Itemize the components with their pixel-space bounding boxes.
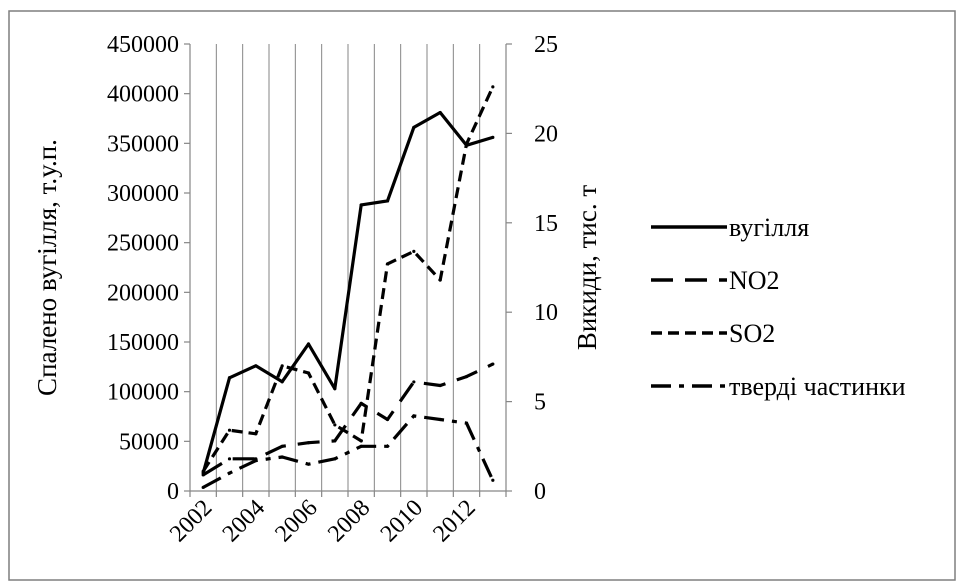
- data-point-тверді частинки: [333, 457, 337, 461]
- data-point-NO2: [333, 439, 337, 443]
- y-right-tick-label: 25: [534, 32, 558, 58]
- data-point-SO2: [491, 85, 495, 89]
- data-point-вугілля: [333, 387, 337, 391]
- data-point-NO2: [227, 457, 232, 461]
- data-point-вугілля: [385, 199, 390, 203]
- y-left-tick-label: 250000: [107, 231, 179, 257]
- data-point-вугілля: [359, 203, 363, 207]
- y-right-tick-label: 10: [534, 300, 558, 326]
- data-point-вугілля: [306, 342, 311, 346]
- series-line-тверді частинки: [202, 414, 495, 489]
- data-point-SO2: [464, 142, 469, 146]
- y-left-tick-label: 150000: [107, 330, 179, 356]
- y-right-tick-label: 20: [534, 121, 558, 147]
- data-point-NO2: [438, 383, 442, 388]
- data-point-вугілля: [491, 135, 495, 139]
- legend-label: тверді частинки: [729, 372, 906, 401]
- data-point-вугілля: [412, 125, 416, 130]
- series-line-NO2: [202, 362, 494, 477]
- data-point-SO2: [385, 262, 390, 266]
- y-right-tick-label: 0: [534, 479, 546, 505]
- y-left-tick-label: 100000: [107, 380, 179, 406]
- legend: вугілля NO2 SO2 тверді частинки: [651, 213, 906, 401]
- data-point-тверді частинки: [201, 485, 205, 490]
- y-left-tick-label: 200000: [107, 280, 179, 306]
- y-left-tick-label: 50000: [119, 429, 179, 455]
- data-point-NO2: [359, 401, 363, 405]
- legend-label: SO2: [729, 319, 775, 348]
- data-point-тверді частинки: [412, 414, 416, 418]
- y-right-tick-label: 15: [534, 211, 558, 237]
- data-point-SO2: [359, 439, 363, 443]
- data-point-тверді частинки: [464, 421, 469, 425]
- data-point-тверді частинки: [227, 471, 232, 475]
- legend-label: NO2: [729, 266, 780, 295]
- series-line-вугілля: [201, 110, 494, 474]
- data-point-SO2: [227, 428, 232, 432]
- data-point-SO2: [333, 423, 337, 427]
- data-point-SO2: [438, 278, 442, 282]
- data-point-вугілля: [254, 364, 258, 368]
- data-point-NO2: [201, 473, 205, 477]
- series-layer: [201, 85, 495, 490]
- data-point-NO2: [306, 441, 311, 445]
- y-left-tick-label: 300000: [107, 181, 179, 207]
- y-left-tick-label: 0: [167, 479, 179, 505]
- data-point-вугілля: [227, 376, 232, 380]
- series-line-SO2: [201, 86, 495, 473]
- y-left-axis-title: Спалено вугілля, т.у.п.: [32, 139, 62, 396]
- data-point-NO2: [412, 380, 416, 384]
- data-point-NO2: [491, 362, 495, 366]
- chart-border: [8, 10, 956, 581]
- axes-layer: [184, 43, 512, 497]
- data-point-тверді частинки: [254, 459, 258, 463]
- data-point-вугілля: [438, 110, 442, 115]
- data-point-SO2: [306, 371, 311, 375]
- data-point-тверді частинки: [280, 455, 284, 459]
- y-right-tick-label: 5: [534, 390, 546, 416]
- data-point-тверді частинки: [438, 417, 442, 422]
- data-point-тверді частинки: [491, 478, 495, 482]
- data-point-тверді частинки: [359, 444, 363, 448]
- y-left-tick-label: 400000: [107, 82, 179, 108]
- data-point-тверді частинки: [385, 444, 390, 448]
- data-point-SO2: [412, 249, 416, 254]
- data-point-NO2: [385, 417, 390, 422]
- legend-label: вугілля: [729, 213, 809, 242]
- data-point-SO2: [254, 432, 258, 436]
- data-point-NO2: [464, 374, 469, 379]
- data-point-вугілля: [280, 380, 284, 384]
- data-point-NO2: [280, 444, 284, 448]
- data-point-тверді частинки: [306, 462, 311, 466]
- data-point-SO2: [280, 364, 284, 368]
- y-right-axis-title: Викиди, тис. т: [572, 185, 602, 350]
- data-point-SO2: [201, 469, 205, 473]
- y-left-tick-label: 350000: [107, 131, 179, 157]
- y-left-tick-label: 450000: [107, 32, 179, 58]
